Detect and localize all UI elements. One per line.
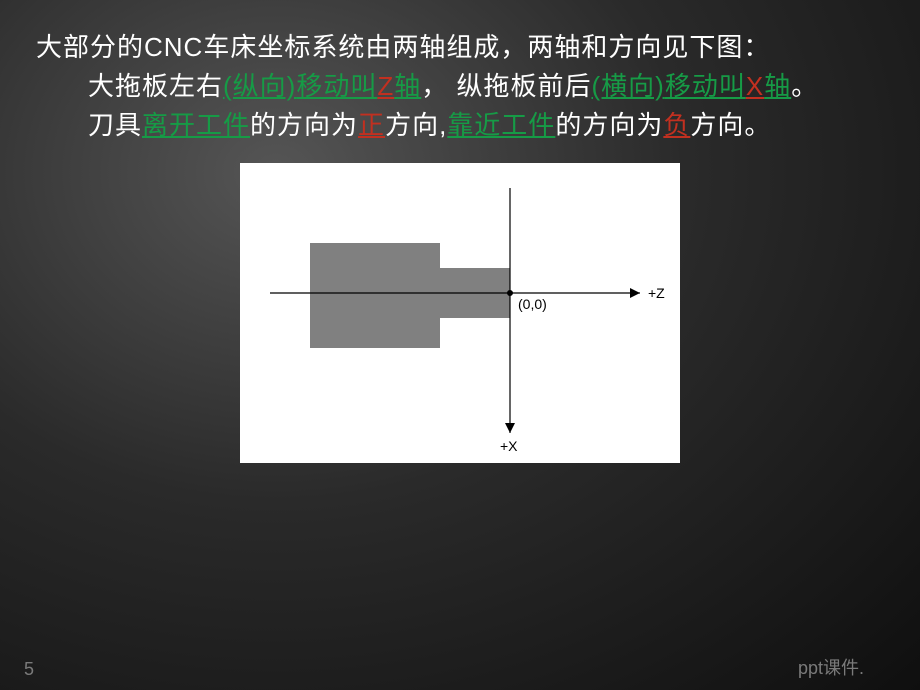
p1-text: 大部分的CNC车床坐标系统由两轴组成，两轴和方向见下图：	[36, 32, 770, 62]
p2-d: 轴	[394, 71, 421, 101]
p2-f: (横向)	[592, 71, 665, 101]
p2-e: ， 纵拖板前后	[421, 71, 591, 101]
p3-g: 的方向为	[555, 110, 663, 140]
paragraph-3: 刀具离开工件的方向为正方向,靠近工件的方向为负方向。	[36, 106, 884, 145]
p2-i: 轴	[764, 71, 791, 101]
page-number: 5	[24, 659, 34, 680]
p3-i: 方向。	[690, 110, 771, 140]
p3-c: 的方向为	[250, 110, 358, 140]
coordinate-diagram: (0,0) +Z +X	[240, 163, 680, 463]
paragraph-1: 大部分的CNC车床坐标系统由两轴组成，两轴和方向见下图：	[36, 28, 884, 67]
p3-a: 刀具	[88, 110, 142, 140]
p3-b: 离开工件	[142, 110, 250, 140]
p2-h: X	[746, 71, 764, 101]
svg-text:(0,0): (0,0)	[518, 296, 547, 312]
p2-pre: 大拖板左右	[88, 71, 223, 101]
diagram-svg: (0,0) +Z +X	[240, 163, 680, 463]
main-text-block: 大部分的CNC车床坐标系统由两轴组成，两轴和方向见下图： 大拖板左右(纵向)移动…	[0, 0, 920, 145]
p3-f: 靠近工件	[447, 110, 555, 140]
p2-c: Z	[377, 71, 394, 101]
svg-text:+X: +X	[500, 438, 518, 454]
p2-g: 移动叫	[665, 71, 746, 101]
p2-a: (纵向)	[223, 71, 296, 101]
svg-text:+Z: +Z	[648, 285, 665, 301]
p2-b: 移动叫	[296, 71, 377, 101]
paragraph-2: 大拖板左右(纵向)移动叫Z轴， 纵拖板前后(横向)移动叫X轴。	[36, 67, 884, 106]
p3-h: 负	[663, 110, 690, 140]
p3-d: 正	[358, 110, 385, 140]
footer-text: ppt课件.	[798, 654, 864, 680]
p3-e: 方向,	[385, 110, 447, 140]
p2-j: 。	[791, 71, 818, 101]
